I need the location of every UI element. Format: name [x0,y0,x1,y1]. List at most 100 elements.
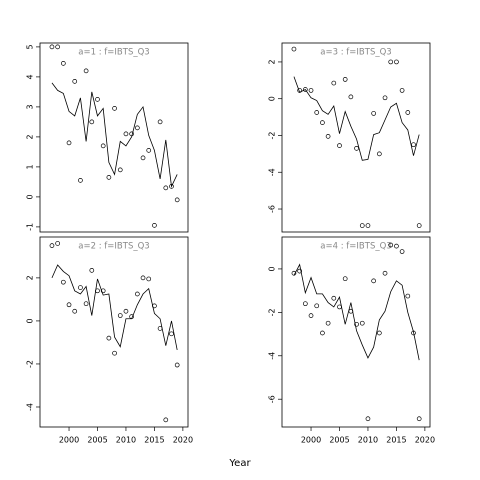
panel-title: a=2 : f=IBTS_Q3 [78,242,149,252]
x-axis-label: Year [228,458,251,469]
observed-point [72,308,78,314]
observed-point [146,276,152,282]
panel-frame [39,42,189,233]
observed-point [83,301,89,307]
observed-point [314,110,320,115]
observed-point [382,95,388,101]
observed-point [95,97,100,102]
observed-point [60,279,66,285]
observed-point [140,275,146,281]
y-tick-label: 4 [26,74,35,79]
observed-point [106,175,112,180]
observed-point [49,243,55,248]
observed-point [163,417,169,423]
observed-point [291,46,297,52]
y-tick-label: 2 [268,59,277,64]
observed-point [302,87,308,92]
observed-point [140,155,146,161]
observed-point [376,151,382,157]
observed-point [314,303,320,309]
observed-point [382,270,388,276]
observed-point [359,320,365,326]
observed-point [325,134,331,139]
observed-point [320,330,325,336]
observed-point [348,94,354,100]
observed-point [174,362,180,368]
fit-line [293,76,420,161]
observed-point [297,268,302,274]
observed-point [371,111,376,116]
observed-point [112,350,117,356]
observed-point [365,416,371,422]
observed-point [49,44,55,50]
observed-point [320,120,325,125]
observed-point [337,143,342,148]
y-tick-label: -2 [268,308,277,316]
observed-point [89,119,95,125]
x-tick-label: 2005 [87,436,107,445]
y-tick-label: 0 [268,266,277,271]
x-tick-label: 2000 [59,436,79,445]
panel-frame [281,42,431,233]
observed-point [331,295,337,301]
y-tick-label: -2 [26,360,35,368]
observed-point [123,308,129,314]
observed-point [331,80,337,86]
observed-point [308,88,314,93]
observed-point [405,293,411,299]
observed-point [342,276,348,282]
observed-point [163,185,169,191]
y-tick-label: -4 [268,352,277,360]
observed-point [89,268,95,273]
panel-title: a=4 : f=IBTS_Q3 [320,242,391,252]
observed-point [83,68,89,74]
observed-point [55,44,60,50]
observed-point [72,79,78,84]
panel-title: a=1 : f=IBTS_Q3 [78,48,149,58]
y-tick-label: -6 [268,205,277,213]
observed-point [399,249,405,254]
x-tick-label: 2010 [116,436,136,445]
fit-line [51,264,178,351]
observed-point [152,223,157,228]
observed-point [308,313,314,318]
observed-point [365,223,371,228]
observed-point [106,335,112,341]
observed-point [78,178,83,183]
observed-point [411,142,416,148]
observed-point [134,291,140,297]
observed-point [342,77,348,82]
y-tick-label: 0 [26,194,35,199]
observed-point [55,241,60,246]
observed-point [169,331,174,337]
y-tick-label: 2 [26,275,35,280]
observed-point [325,320,331,326]
panel-frame [281,236,431,428]
observed-point [376,330,382,336]
x-tick-label: 2010 [358,436,378,445]
observed-point [66,302,72,308]
fit-line [51,82,178,188]
y-tick-label: 1 [26,164,35,169]
observed-point [100,288,106,294]
x-tick-label: 2020 [415,436,435,445]
observed-point [354,321,359,327]
observed-point [399,88,405,93]
x-tick-label: 2020 [173,436,193,445]
y-tick-label: 3 [26,104,35,109]
x-tick-label: 2000 [301,436,321,445]
observed-point [78,285,83,290]
x-tick-label: 2015 [144,436,164,445]
observed-point [388,242,394,248]
y-tick-label: 0 [26,318,35,323]
panel-frame [39,236,189,428]
y-tick-label: -4 [268,168,277,176]
observed-point [416,416,422,422]
observed-point [174,197,180,203]
observed-point [123,131,129,137]
x-tick-label: 2005 [329,436,349,445]
observed-point [359,223,365,228]
y-tick-label: -1 [26,223,35,231]
observed-point [117,167,123,173]
